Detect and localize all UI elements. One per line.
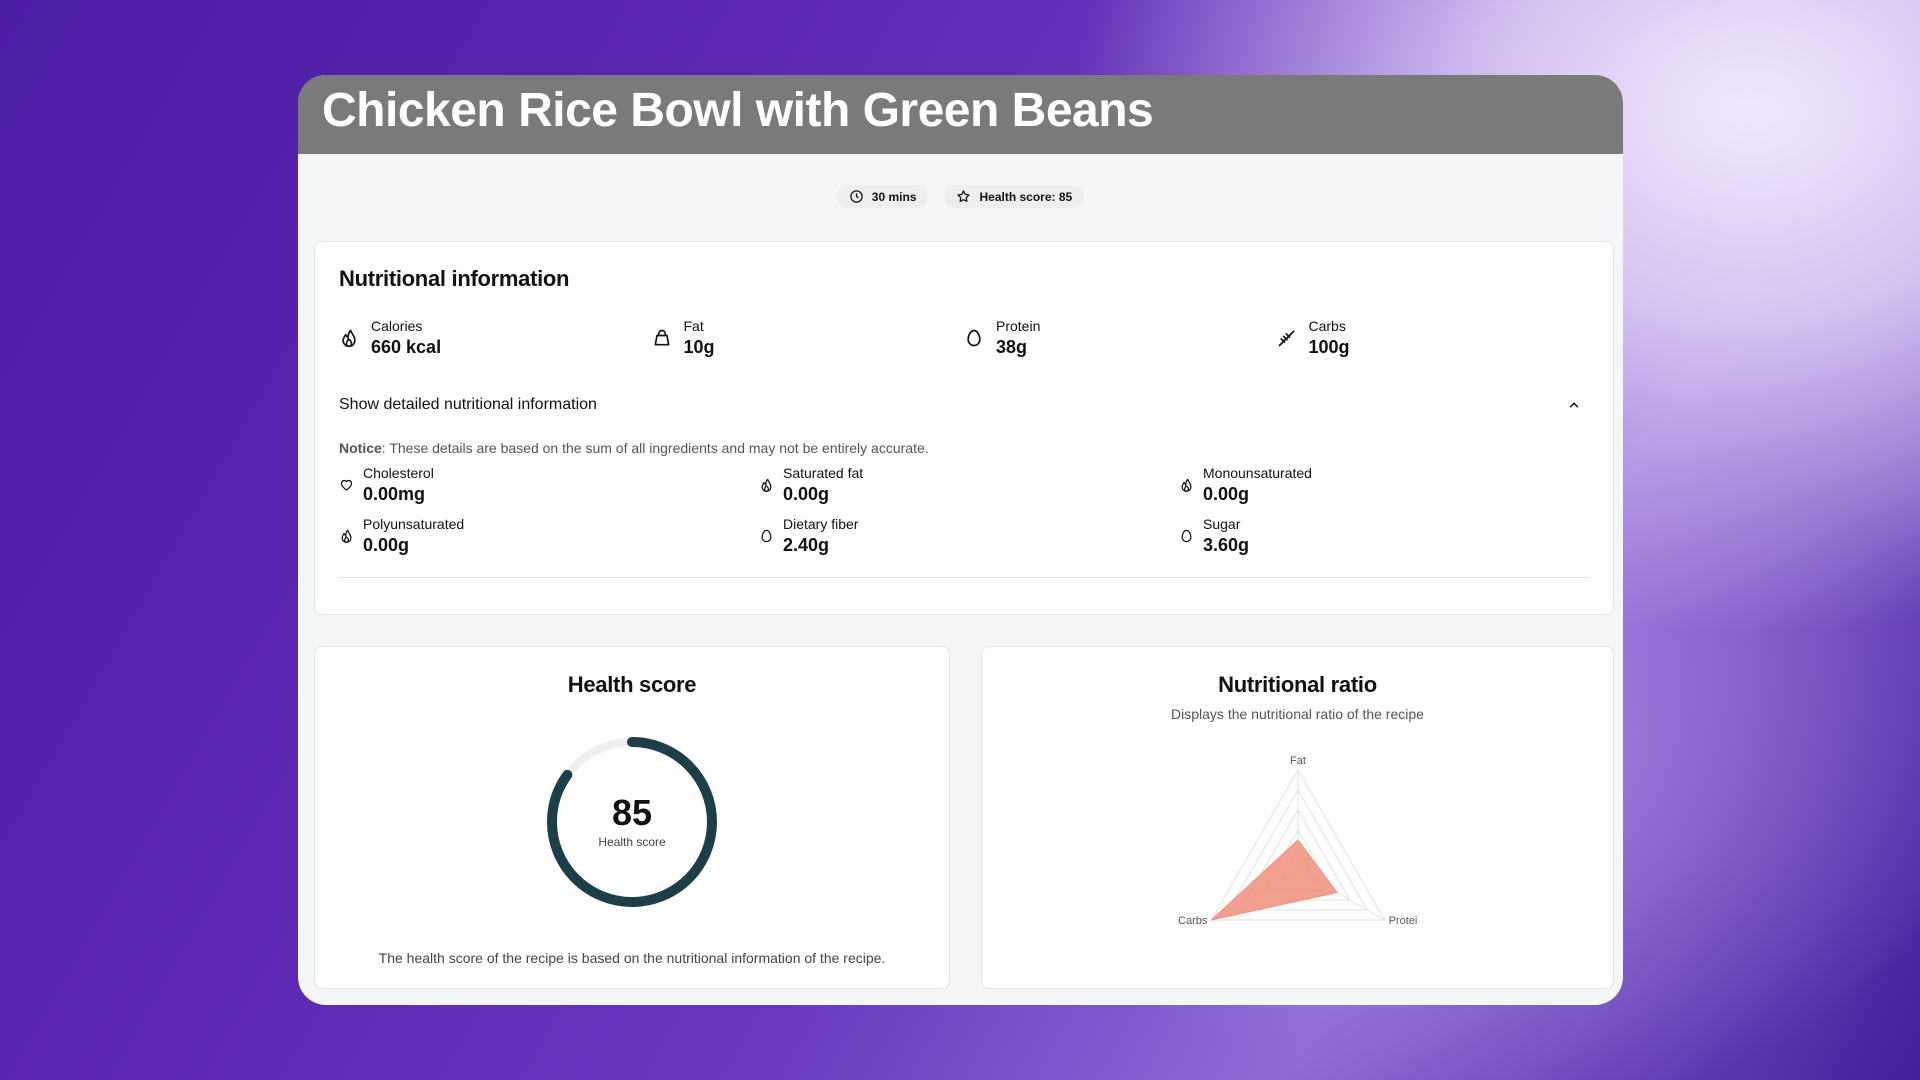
macro-fat: Fat 10g [652, 318, 965, 358]
flame-icon [1181, 478, 1192, 492]
flame-icon [341, 529, 352, 543]
detail-value: 3.60g [1203, 535, 1250, 555]
detail-label: Dietary fiber [783, 516, 859, 532]
recipe-title: Chicken Rice Bowl with Green Beans [322, 83, 1154, 137]
recipe-header: Chicken Rice Bowl with Green Beans [298, 75, 1623, 154]
egg-icon [761, 529, 772, 543]
egg-icon [967, 329, 981, 347]
macro-protein: Protein 38g [964, 318, 1277, 358]
detail-value: 0.00g [363, 535, 410, 555]
health-score-value: 85 [611, 792, 653, 833]
detail-value: 0.00g [1203, 484, 1250, 504]
health-score-caption: Health score [598, 835, 666, 849]
detail-label: Sugar [1203, 516, 1241, 532]
divider [339, 577, 1589, 578]
health-score-ring: 85 Health score [542, 732, 722, 912]
radar-grid-ring [1210, 768, 1386, 921]
macro-label: Protein [996, 318, 1041, 334]
macro-row: Calories 660 kcal Fat 10g Protein 38g [339, 318, 1589, 358]
bag-icon [654, 329, 669, 346]
time-label: 30 mins [871, 189, 917, 204]
macro-value: 10g [683, 337, 715, 357]
macro-value: 660 kcal [371, 337, 442, 357]
macro-carbs: Carbs 100g [1277, 318, 1590, 358]
flame-icon [761, 478, 772, 492]
recipe-meta: 30 mins Health score: 85 [298, 185, 1623, 208]
nutritional-ratio-heading: Nutritional ratio [1218, 672, 1377, 697]
nutrition-heading: Nutritional information [339, 266, 570, 291]
detail-monounsaturated: Monounsaturated 0.00g [1179, 465, 1599, 505]
detailed-nutrition-toggle-label: Show detailed nutritional information [339, 396, 597, 413]
notice-label: Notice [339, 440, 382, 456]
detail-saturated-fat: Saturated fat 0.00g [759, 465, 1179, 505]
health-score-center: 85 Health score [542, 732, 722, 912]
chevron-up-icon [1569, 402, 1579, 408]
health-score-heading: Health score [567, 672, 697, 697]
macro-label: Fat [683, 318, 704, 334]
detail-value: 0.00g [783, 484, 830, 504]
detail-value: 2.40g [783, 535, 830, 555]
detail-label: Saturated fat [783, 465, 864, 481]
time-badge: 30 mins [836, 185, 929, 208]
wheat-icon [1278, 330, 1294, 347]
macro-calories: Calories 660 kcal [339, 318, 652, 358]
clock-icon [850, 190, 863, 203]
health-score-panel: Health score 85 Health score The health … [314, 646, 950, 989]
detailed-nutrition-grid: Cholesterol 0.00mg Saturated fat 0.00g M… [339, 465, 1589, 556]
radar-axis-label: Carbs [1178, 915, 1208, 927]
detail-polyunsaturated: Polyunsaturated 0.00g [339, 516, 759, 556]
radar-axis-label: Protei [1389, 915, 1418, 927]
health-score-ring-svg [547, 737, 717, 907]
detail-label: Cholesterol [363, 465, 434, 481]
nutritional-ratio-subheading: Displays the nutritional ratio of the re… [1171, 706, 1424, 722]
detail-label: Monounsaturated [1203, 465, 1312, 481]
detail-sugar: Sugar 3.60g [1179, 516, 1599, 556]
nutritional-information-panel: Nutritional information Calories 660 kca… [314, 241, 1614, 615]
detail-value: 0.00mg [363, 484, 426, 504]
detail-cholesterol: Cholesterol 0.00mg [339, 465, 759, 505]
health-score-badge-label: Health score: 85 [979, 189, 1073, 204]
macro-value: 100g [1308, 337, 1350, 357]
nutritional-ratio-panel: Nutritional ratio Displays the nutrition… [981, 646, 1614, 989]
radar-grid-ring [1227, 789, 1369, 911]
ring-progress [547, 737, 717, 907]
radar-series-area [1209, 839, 1338, 921]
accuracy-notice: Notice: These details are based on the s… [339, 440, 1589, 456]
detail-dietary-fiber: Dietary fiber 2.40g [759, 516, 1179, 556]
egg-icon [1181, 529, 1192, 543]
health-score-footnote: The health score of the recipe is based … [378, 950, 886, 966]
recipe-card: Chicken Rice Bowl with Green Beans 30 mi… [298, 75, 1623, 1005]
nutritional-ratio-radar-chart: Fat Protei Carbs [1178, 755, 1418, 927]
flame-icon [342, 329, 356, 348]
radar-axis-label: Fat [1290, 755, 1306, 767]
macro-label: Carbs [1308, 318, 1346, 334]
macro-label: Calories [371, 318, 423, 334]
detailed-nutrition-toggle[interactable]: Show detailed nutritional information [339, 396, 1589, 414]
detail-label: Polyunsaturated [363, 516, 465, 532]
notice-text: : These details are based on the sum of … [381, 440, 929, 456]
heart-icon [340, 479, 353, 491]
health-score-badge: Health score: 85 [944, 185, 1085, 208]
macro-value: 38g [996, 337, 1028, 357]
star-icon [957, 190, 971, 203]
